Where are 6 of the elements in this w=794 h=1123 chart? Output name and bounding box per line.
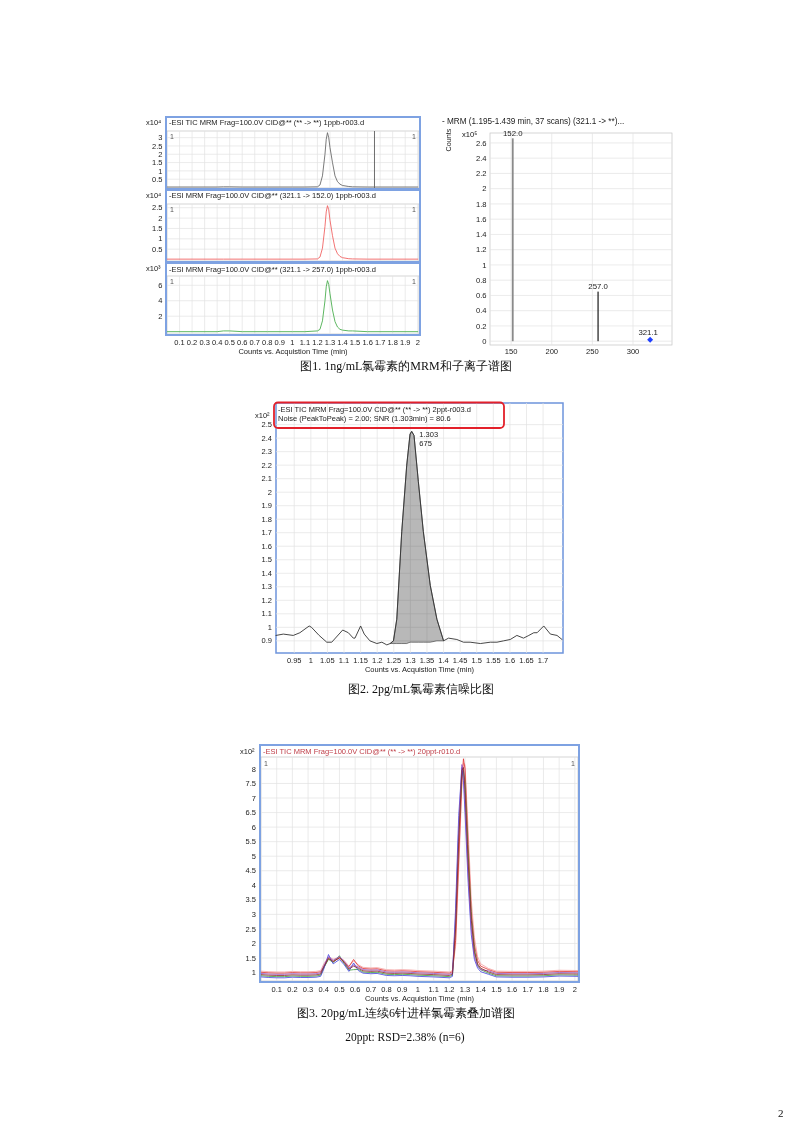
chart-title: - MRM (1.195-1.439 min, 37 scans) (321.1 -> **)... <box>442 117 625 126</box>
text: 20ppt: RSD=2.38% (n=6) <box>345 1031 465 1044</box>
caption: 图2. 2pg/mL氯霉素信噪比图 <box>348 682 494 696</box>
caption: 图3. 20pg/mL连续6针进样氯霉素叠加谱图 <box>297 1006 515 1020</box>
text: 2 <box>778 1107 784 1119</box>
caption: 图1. 1ng/mL氯霉素的MRM和子离子谱图 <box>300 359 512 373</box>
